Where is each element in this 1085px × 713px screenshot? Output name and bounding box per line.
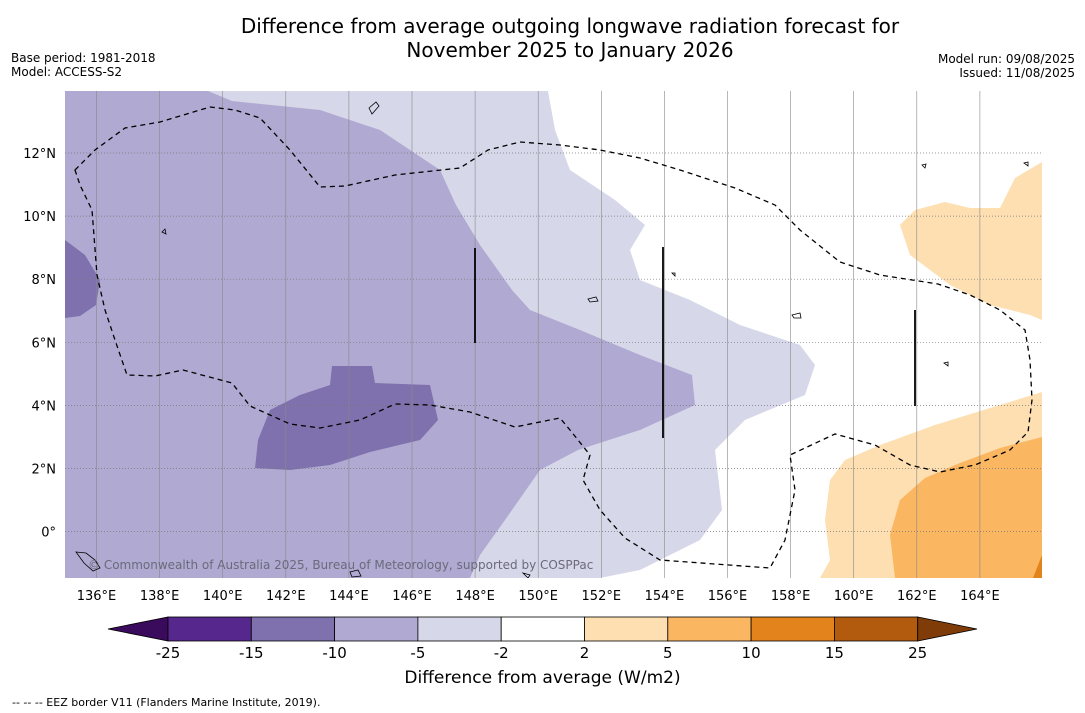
longitude-tick-label: 142°E [266, 589, 306, 604]
colorbar-tick-label: 25 [908, 644, 927, 662]
title-line-1: Difference from average outgoing longwav… [240, 14, 900, 38]
map-title: Difference from average outgoing longwav… [0, 14, 1085, 62]
colorbar-tick-label: 5 [663, 644, 673, 662]
map-panel [65, 91, 1042, 578]
graticule [65, 91, 1042, 578]
colorbar-tick-label: 2 [580, 644, 590, 662]
anomaly-band-orange [890, 437, 1042, 578]
latitude-tick-label: 4°N [32, 399, 57, 414]
longitude-tick-label: 144°E [329, 589, 369, 604]
anomaly-band-dark-purple-central [255, 366, 438, 470]
longitude-tick-label: 160°E [834, 589, 874, 604]
model-run-date: Model run: 09/08/2025 [937, 52, 1075, 66]
latitude-tick-label: 10°N [23, 210, 56, 225]
run-info: Model run: 09/08/2025 Issued: 11/08/2025 [938, 52, 1075, 80]
colorbar-bin [667, 616, 752, 642]
latitude-tick-label: 2°N [32, 463, 57, 478]
colorbar-bin [417, 616, 502, 642]
issued-date: Issued: 11/08/2025 [959, 66, 1075, 80]
anomaly-band-light-orange-north [900, 162, 1042, 320]
longitude-tick-label: 156°E [708, 589, 748, 604]
longitude-tick-label: 162°E [897, 589, 937, 604]
colorbar-tick-label: -2 [494, 644, 509, 662]
colorbar-tick-label: 15 [825, 644, 844, 662]
colorbar-tick-label: -15 [239, 644, 264, 662]
anomaly-band-dark-orange [1033, 555, 1042, 578]
colorbar-bin [167, 616, 252, 642]
longitude-tick-label: 152°E [582, 589, 622, 604]
longitude-labels: 136°E 138°E 140°E 142°E 144°E 146°E 148°E 150°E… [77, 589, 1000, 604]
colorbar-over-arrow [917, 616, 978, 642]
anomaly-band-dark-purple-west [65, 240, 100, 318]
longitude-tick-label: 136°E [77, 589, 117, 604]
colorbar-under-arrow [107, 616, 169, 642]
copyright-notice: © Commonwealth of Australia 2025, Bureau… [88, 558, 594, 572]
colorbar-tick-label: 10 [742, 644, 761, 662]
longitude-tick-label: 146°E [392, 589, 432, 604]
colorbar-tick-label: -25 [156, 644, 181, 662]
colorbar-tick-label: -5 [410, 644, 425, 662]
latitude-tick-label: 6°N [32, 336, 57, 351]
colorbar-bin [584, 616, 669, 642]
colorbar-bin [334, 616, 419, 642]
colorbar-bin [834, 616, 919, 642]
model-name: Model: ACCESS-S2 [11, 65, 123, 79]
latitude-tick-label: 12°N [23, 147, 56, 162]
longitude-tick-label: 148°E [455, 589, 495, 604]
eez-border-west [74, 106, 1033, 569]
colorbar-bin [500, 616, 585, 642]
title-line-2: November 2025 to January 2026 [406, 38, 734, 62]
model-info: Base period: 1981-2018 Model: ACCESS-S2 [11, 51, 156, 79]
latitude-labels: 12°N 10°N 8°N 6°N 4°N 2°N 0° [23, 147, 56, 541]
colorbar-bin [250, 616, 336, 642]
longitude-tick-label: 164°E [960, 589, 1000, 604]
islands [75, 101, 1029, 578]
base-period: Base period: 1981-2018 [11, 51, 156, 65]
colorbar-bin [750, 616, 835, 642]
latitude-tick-label: 0° [41, 526, 56, 541]
longitude-tick-label: 140°E [203, 589, 243, 604]
longitude-tick-label: 138°E [140, 589, 180, 604]
longitude-tick-label: 154°E [645, 589, 685, 604]
latitude-tick-label: 8°N [32, 273, 57, 288]
eez-footnote: -- -- -- EEZ border V11 (Flanders Marine… [12, 696, 321, 709]
colorbar-label: Difference from average (W/m2) [404, 668, 681, 688]
colorbar-tick-label: -10 [322, 644, 347, 662]
colorbar: -25 -15 -10 -5 -2 2 5 10 15 25 [107, 616, 978, 662]
longitude-tick-label: 150°E [518, 589, 558, 604]
longitude-tick-label: 158°E [771, 589, 811, 604]
